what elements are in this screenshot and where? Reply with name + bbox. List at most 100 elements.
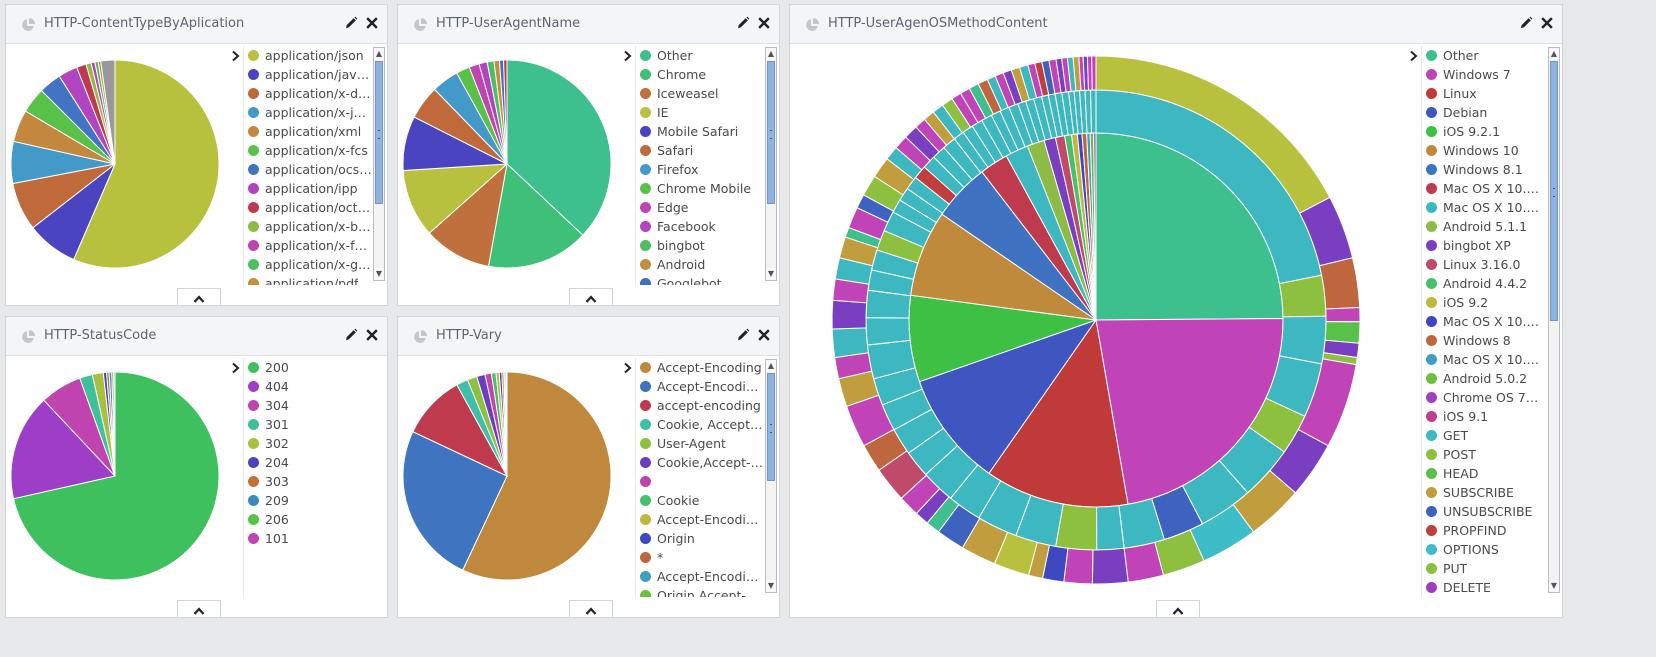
legend-item[interactable]: application/ocsp-… xyxy=(244,160,373,179)
legend-item[interactable]: Chrome xyxy=(636,65,765,84)
legend-item[interactable]: application/x-gzip xyxy=(244,255,373,274)
legend-expand-button[interactable] xyxy=(622,50,634,64)
scroll-down-arrow-icon[interactable]: ▼ xyxy=(766,268,776,280)
legend-item[interactable]: Linux 3.16.0 xyxy=(1422,255,1545,274)
legend-item[interactable]: 101 xyxy=(244,529,378,548)
legend-item[interactable]: POST xyxy=(1422,445,1545,464)
collapse-button[interactable] xyxy=(177,600,221,617)
legend-expand-button[interactable] xyxy=(1408,50,1420,64)
user_agent-slice-2[interactable] xyxy=(428,162,508,267)
legend-item[interactable]: OPTIONS xyxy=(1422,540,1545,559)
legend-item[interactable]: Windows 8 xyxy=(1422,331,1545,350)
legend-item[interactable]: Other xyxy=(1422,46,1545,65)
legend-item[interactable]: Cookie,Accept-E… xyxy=(636,453,765,472)
os_method-ring1-slice-9[interactable] xyxy=(1096,505,1125,551)
legend-scrollbar[interactable]: ▲ ▼ xyxy=(765,359,777,593)
legend-item[interactable]: application/pdf xyxy=(244,274,373,285)
legend-scrollbar[interactable]: ▲ ▼ xyxy=(373,47,385,281)
legend-item[interactable]: IE xyxy=(636,103,765,122)
legend-item[interactable]: 209 xyxy=(244,491,378,510)
legend-item[interactable]: Accept-Encoding xyxy=(636,358,765,377)
legend-item[interactable]: UNSUBSCRIBE xyxy=(1422,502,1545,521)
os_method-ring2-slice-2[interactable] xyxy=(1318,257,1361,310)
legend-item[interactable]: bingbot XP xyxy=(1422,236,1545,255)
collapse-button[interactable] xyxy=(569,600,613,617)
legend-item[interactable]: Mac OS X 10.9.5 xyxy=(1422,312,1545,331)
legend-scrollbar[interactable]: ▲ ▼ xyxy=(1548,47,1560,593)
legend-item[interactable]: iOS 9.2 xyxy=(1422,293,1545,312)
os_method-ring2-slice-13[interactable] xyxy=(1091,547,1129,585)
collapse-button[interactable] xyxy=(569,288,613,305)
legend-item[interactable]: Accept-Encodin… xyxy=(636,377,765,396)
status_code-slice-1[interactable] xyxy=(10,399,116,500)
legend-item[interactable]: Mac OS X 10.11.3 xyxy=(1422,198,1545,217)
legend-item[interactable]: application/javas… xyxy=(244,65,373,84)
legend-item[interactable]: application/x-fcs xyxy=(244,141,373,160)
scroll-down-arrow-icon[interactable]: ▼ xyxy=(1549,580,1559,592)
os_method-ring1-slice-20[interactable] xyxy=(865,317,911,346)
os_method-ring2-slice-4[interactable] xyxy=(1324,321,1361,344)
close-button[interactable] xyxy=(1539,15,1555,31)
legend-item[interactable]: Android 4.4.2 xyxy=(1422,274,1545,293)
close-button[interactable] xyxy=(756,15,772,31)
os_method-ring2-slice-29[interactable] xyxy=(831,299,868,330)
edit-button[interactable] xyxy=(343,327,359,343)
legend-item[interactable]: Mac OS X 10.10.5 xyxy=(1422,179,1545,198)
legend-item[interactable]: Debian xyxy=(1422,103,1545,122)
content_type-slice-13[interactable] xyxy=(100,59,116,165)
legend-item[interactable]: Mobile Safari xyxy=(636,122,765,141)
user_agent-slice-0[interactable] xyxy=(506,59,612,236)
os_method-ring1-slice-51[interactable] xyxy=(1089,89,1097,134)
legend-item[interactable]: PUT xyxy=(1422,559,1545,578)
user_agent-slice-1[interactable] xyxy=(487,163,584,269)
legend-item[interactable]: 303 xyxy=(244,472,378,491)
close-button[interactable] xyxy=(364,327,380,343)
legend-item[interactable]: 304 xyxy=(244,396,378,415)
legend-item[interactable]: Accept-Encodin… xyxy=(636,510,765,529)
legend-item[interactable]: application/octet… xyxy=(244,198,373,217)
legend-expand-button[interactable] xyxy=(230,362,242,376)
legend-item[interactable]: bingbot xyxy=(636,236,765,255)
legend-item[interactable]: PROPFIND xyxy=(1422,521,1545,540)
legend-item[interactable]: iOS 9.2.1 xyxy=(1422,122,1545,141)
legend-item[interactable]: Iceweasel xyxy=(636,84,765,103)
legend-item[interactable]: Mac OS X 10.11.1 xyxy=(1422,350,1545,369)
legend-item[interactable]: 200 xyxy=(244,358,378,377)
legend-expand-button[interactable] xyxy=(622,362,634,376)
legend-item[interactable]: Googlebot xyxy=(636,274,765,285)
os_method-ring2-slice-28[interactable] xyxy=(831,327,869,359)
legend-item[interactable]: application/xml xyxy=(244,122,373,141)
legend-item[interactable]: Other xyxy=(636,46,765,65)
legend-item[interactable]: application/ipp xyxy=(244,179,373,198)
vary-slice-13[interactable] xyxy=(505,371,508,477)
legend-item[interactable]: Android xyxy=(636,255,765,274)
legend-item[interactable]: Windows 10 xyxy=(1422,141,1545,160)
legend-item[interactable]: Edge xyxy=(636,198,765,217)
legend-item[interactable]: Linux xyxy=(1422,84,1545,103)
edit-button[interactable] xyxy=(735,15,751,31)
vary-slice-1[interactable] xyxy=(402,431,508,571)
legend-scrollbar[interactable]: ▲ ▼ xyxy=(765,47,777,281)
edit-button[interactable] xyxy=(735,327,751,343)
os_method-ring2-slice-14[interactable] xyxy=(1063,547,1094,585)
scroll-up-arrow-icon[interactable]: ▲ xyxy=(766,48,776,60)
legend-item[interactable]: User-Agent xyxy=(636,434,765,453)
user_agent-slice-3[interactable] xyxy=(402,163,509,234)
scroll-thumb[interactable] xyxy=(1550,61,1558,321)
legend-item[interactable]: Chrome Mobile xyxy=(636,179,765,198)
legend-item[interactable]: application/json xyxy=(244,46,373,65)
legend-item[interactable]: Windows 7 xyxy=(1422,65,1545,84)
edit-button[interactable] xyxy=(1518,15,1534,31)
collapse-button[interactable] xyxy=(1156,600,1200,617)
status_code-slice-0[interactable] xyxy=(12,371,220,581)
scroll-down-arrow-icon[interactable]: ▼ xyxy=(766,580,776,592)
legend-item[interactable]: application/x-de… xyxy=(244,84,373,103)
legend-item[interactable]: application/x-fon… xyxy=(244,236,373,255)
legend-item[interactable]: SUBSCRIBE xyxy=(1422,483,1545,502)
scroll-thumb[interactable] xyxy=(767,373,775,481)
legend-item[interactable]: DELETE xyxy=(1422,578,1545,597)
close-button[interactable] xyxy=(364,15,380,31)
scroll-thumb[interactable] xyxy=(375,61,383,204)
scroll-down-arrow-icon[interactable]: ▼ xyxy=(374,268,384,280)
legend-item[interactable]: Facebook xyxy=(636,217,765,236)
